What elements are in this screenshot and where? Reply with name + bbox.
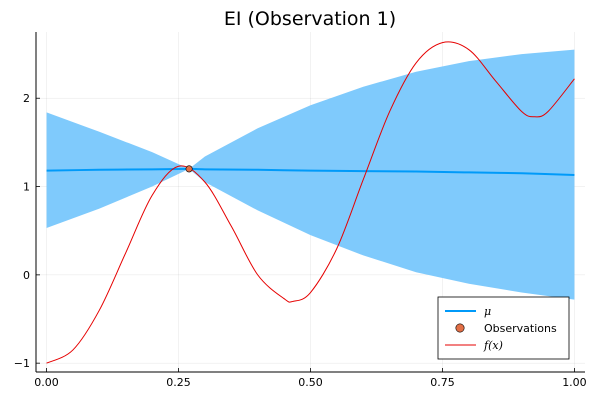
y-tick-label-3: 2 xyxy=(23,92,30,105)
x-tick-label-3: 0.75 xyxy=(430,376,455,389)
series-line-mu xyxy=(46,167,575,177)
plot-title: EI (Observation 1) xyxy=(224,8,396,30)
y-tick-label-1: 0 xyxy=(23,269,30,282)
legend-label-f: f(x) xyxy=(483,339,503,352)
y-tick-label-2: 1 xyxy=(23,181,30,194)
legend-label-observations: Observations xyxy=(484,322,557,335)
series-lines xyxy=(46,41,575,364)
mu-confidence-band xyxy=(46,49,575,300)
series-line-f xyxy=(46,41,575,364)
x-tick-label-1: 0.25 xyxy=(166,376,191,389)
observation-points xyxy=(185,165,193,173)
x-tick-label-4: 1.00 xyxy=(562,376,587,389)
legend: μ Observations f(x) xyxy=(437,296,570,360)
x-tick-label-2: 0.50 xyxy=(298,376,323,389)
observation-point-0 xyxy=(185,165,193,173)
tick-labels: 0.00 0.25 0.50 0.75 1.00 −1 0 1 2 xyxy=(14,92,587,389)
legend-label-mu: μ xyxy=(484,305,491,318)
chart-title: EI (Observation 1) xyxy=(224,8,396,30)
x-tick-label-0: 0.00 xyxy=(34,376,59,389)
uncertainty-band xyxy=(46,49,575,300)
axes xyxy=(35,32,585,373)
legend-swatch-observations xyxy=(455,323,465,333)
y-tick-label-0: −1 xyxy=(14,357,30,370)
